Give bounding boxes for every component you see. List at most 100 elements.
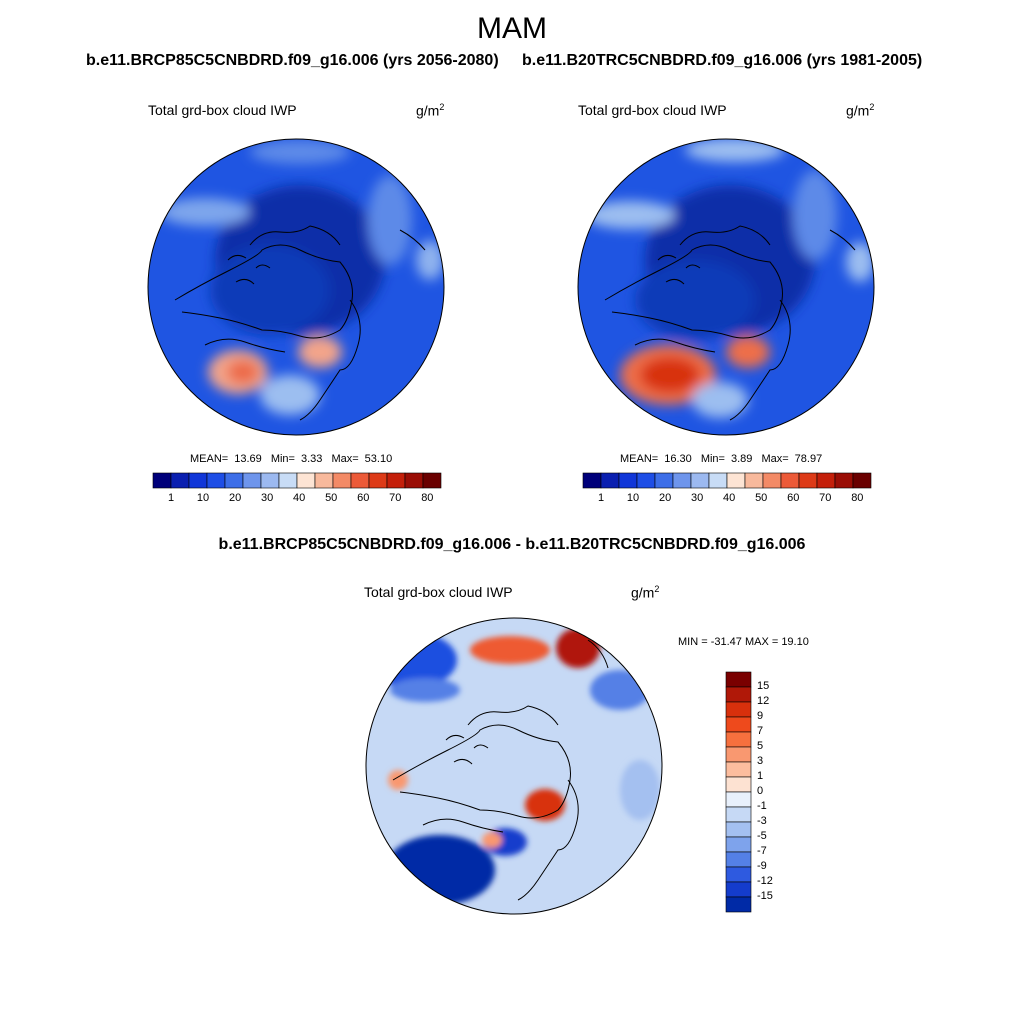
- left-units-label: g/m2: [416, 102, 445, 119]
- right-map-himalaya-core: [640, 357, 700, 393]
- diff-colorbar-swatch: [725, 821, 752, 838]
- left-map-east-light: [416, 240, 444, 280]
- colorbar-tick-label: 80: [421, 492, 434, 504]
- colorbar-swatch: [206, 472, 226, 489]
- left-variable-label: Total grd-box cloud IWP: [148, 102, 297, 118]
- diff-colorbar-swatch: [725, 836, 752, 853]
- right-map-pacific-band: [585, 201, 675, 229]
- colorbar-swatch: [350, 472, 370, 489]
- diff-colorbar-swatch: [725, 671, 752, 688]
- diff-colorbar-swatch: [725, 791, 752, 808]
- diff-map-east-light: [620, 760, 660, 820]
- colorbar-swatch: [726, 472, 746, 489]
- left-colorbar: [152, 472, 442, 489]
- colorbar-swatch: [422, 472, 442, 489]
- colorbar-swatch: [798, 472, 818, 489]
- diff-colorbar-tick-label: -12: [757, 875, 773, 887]
- left-map-himalaya-core: [227, 360, 259, 384]
- colorbar-swatch: [600, 472, 620, 489]
- colorbar-swatch: [708, 472, 728, 489]
- diff-colorbar-swatch: [725, 746, 752, 763]
- left-map-pacific-band: [160, 198, 250, 226]
- left-stats: MEAN= 13.69 Min= 3.33 Max= 53.10: [190, 453, 393, 465]
- colorbar-swatch: [618, 472, 638, 489]
- right-map-north-band: [685, 139, 785, 162]
- diff-panel-header: b.e11.BRCP85C5CNBDRD.f09_g16.006 - b.e11…: [218, 536, 806, 553]
- diff-colorbar-swatch: [725, 881, 752, 898]
- colorbar-swatch: [260, 472, 280, 489]
- colorbar-swatch: [582, 472, 602, 489]
- left-map-siberia-warm: [298, 336, 342, 368]
- colorbar-swatch: [744, 472, 764, 489]
- left-map-atlantic-band: [368, 175, 412, 265]
- right-map-siberia-warm: [726, 336, 770, 368]
- colorbar-tick-label: 30: [690, 492, 704, 504]
- colorbar-tick-label: 50: [325, 492, 338, 504]
- diff-colorbar-tick-label: 3: [757, 755, 764, 767]
- colorbar-tick-label: 1: [597, 492, 605, 504]
- diff-colorbar-swatch: [725, 896, 752, 913]
- right-units-label: g/m2: [846, 102, 875, 119]
- diff-colorbar-swatch: [725, 716, 752, 733]
- colorbar-swatch: [296, 472, 316, 489]
- colorbar-tick-label: 40: [293, 492, 306, 504]
- right-map-canada-low: [635, 260, 755, 340]
- colorbar-tick-label: 80: [851, 492, 864, 504]
- colorbar-tick-label: 30: [260, 492, 274, 504]
- main-title: MAM: [477, 12, 547, 45]
- colorbar-tick-label: 10: [626, 492, 640, 504]
- diff-variable-label: Total grd-box cloud IWP: [364, 584, 513, 600]
- right-map-east-light: [846, 242, 874, 282]
- right-map-coastlines: [604, 225, 856, 421]
- diff-colorbar-tick-label: 9: [757, 710, 764, 722]
- diff-minmax: MIN = -31.47 MAX = 19.10: [678, 636, 809, 648]
- diff-colorbar-tick-label: 5: [757, 740, 764, 752]
- right-stats: MEAN= 16.30 Min= 3.89 Max= 78.97: [620, 453, 823, 465]
- diff-map-pacific-neg-tail: [390, 678, 460, 702]
- colorbar-swatch: [386, 472, 406, 489]
- diff-map-siberia-pos: [525, 789, 565, 821]
- colorbar-tick-label: 60: [357, 492, 370, 504]
- diff-colorbar-swatch: [725, 761, 752, 778]
- diff-map-west-pos: [388, 770, 408, 790]
- colorbar-tick-label: 10: [196, 492, 210, 504]
- right-map: [578, 139, 874, 435]
- diff-colorbar-tick-label: 1: [757, 770, 764, 782]
- colorbar-swatch: [242, 472, 262, 489]
- colorbar-swatch: [278, 472, 298, 489]
- diff-colorbar-tick-label: 0: [757, 785, 764, 797]
- diff-colorbar-swatch: [725, 806, 752, 823]
- left-map-border: [147, 138, 445, 436]
- left-map: [148, 139, 444, 435]
- right-panel-header: b.e11.B20TRC5CNBDRD.f09_g16.006 (yrs 198…: [522, 52, 923, 69]
- colorbar-tick-label: 20: [228, 492, 242, 504]
- colorbar-tick-label: 50: [755, 492, 768, 504]
- colorbar-tick-label: 40: [723, 492, 736, 504]
- diff-colorbar: [725, 671, 752, 913]
- colorbar-swatch: [780, 472, 800, 489]
- colorbar-swatch: [690, 472, 710, 489]
- diff-colorbar-tick-label: -7: [757, 845, 767, 857]
- colorbar-swatch: [152, 472, 172, 489]
- diff-colorbar-swatch: [725, 731, 752, 748]
- left-map-canada-low: [210, 245, 330, 335]
- diff-colorbar-tick-label: -5: [757, 830, 767, 842]
- diff-colorbar-tick-label: -15: [757, 890, 773, 902]
- diff-colorbar-tick-label: -9: [757, 860, 767, 872]
- right-colorbar: [582, 472, 872, 489]
- colorbar-swatch: [636, 472, 656, 489]
- diff-colorbar-tick-label: -3: [757, 815, 767, 827]
- colorbar-swatch: [188, 472, 208, 489]
- diff-map: [366, 618, 662, 914]
- colorbar-swatch: [368, 472, 388, 489]
- colorbar-tick-label: 1: [167, 492, 175, 504]
- diff-colorbar-swatch: [725, 686, 752, 703]
- diff-map-border: [365, 617, 663, 915]
- diff-colorbar-tick-label: -1: [757, 800, 767, 812]
- diff-map-asia-pos: [482, 832, 502, 848]
- left-map-asia-light: [260, 375, 320, 415]
- right-variable-label: Total grd-box cloud IWP: [578, 102, 727, 118]
- diff-colorbar-swatch: [725, 866, 752, 883]
- diff-colorbar-tick-label: 12: [757, 695, 770, 707]
